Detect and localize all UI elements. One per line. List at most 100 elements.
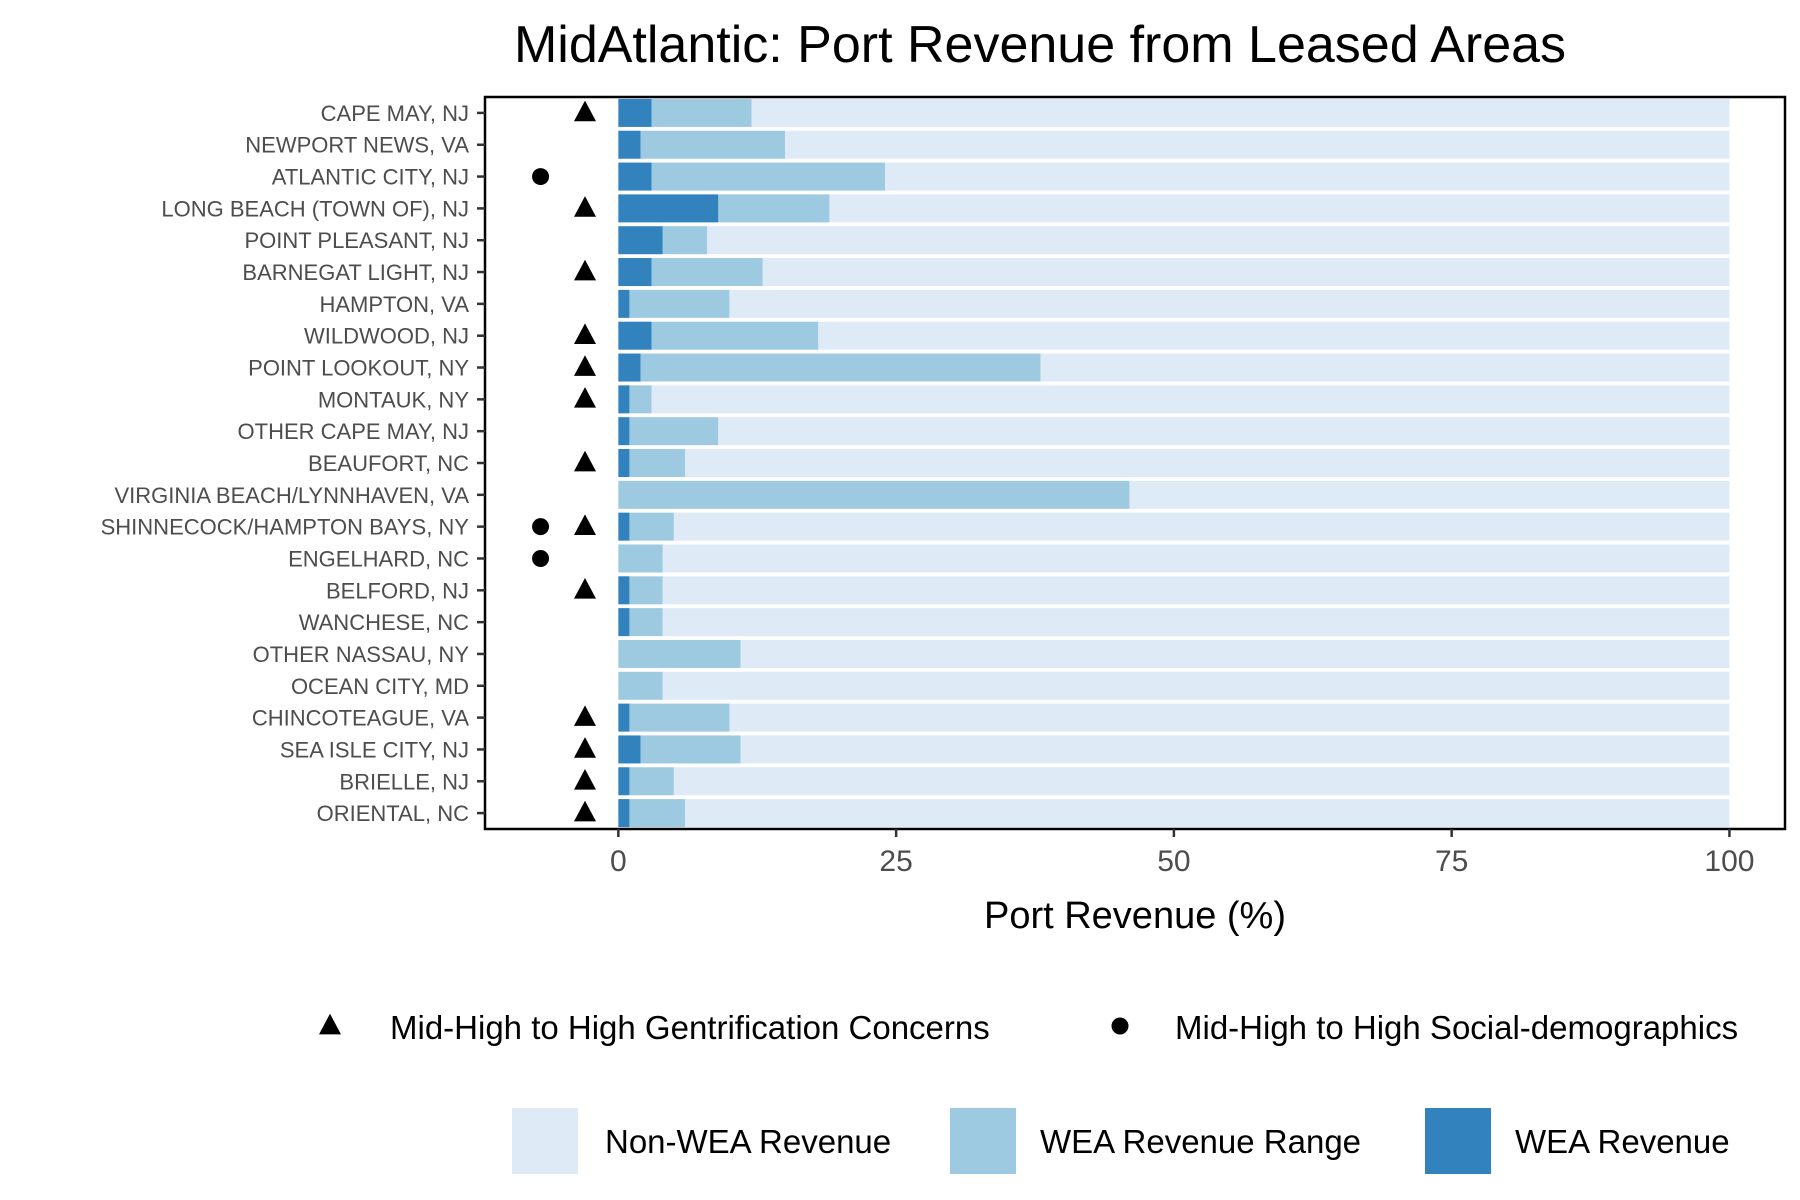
- bar-0-11: [618, 448, 630, 478]
- bar-0-13: [618, 512, 630, 541]
- y-tick-label: BARNEGAT LIGHT, NJ: [242, 260, 469, 285]
- bar-0-1: [618, 130, 641, 159]
- bar-0-6: [618, 289, 630, 318]
- bar-2-8: [1040, 353, 1730, 382]
- bar-1-2: [651, 162, 885, 191]
- y-tick-label: ENGELHARD, NC: [288, 546, 469, 571]
- bar-0-7: [618, 321, 652, 350]
- bar-1-9: [629, 385, 652, 414]
- bar-1-21: [629, 767, 674, 796]
- triangle-marker: [574, 323, 596, 345]
- y-tick-label: CHINCOTEAGUE, VA: [252, 706, 470, 731]
- bar-2-16: [662, 608, 1730, 637]
- bar-0-8: [618, 353, 641, 382]
- triangle-marker: [574, 768, 596, 790]
- triangle-marker: [574, 196, 596, 217]
- legend: Mid-High to High Gentrification Concerns…: [319, 1009, 1738, 1174]
- y-axis: CAPE MAY, NJ NEWPORT NEWS, VA ATLANTIC CIT…: [101, 101, 485, 826]
- x-tick-label: 25: [879, 845, 912, 878]
- bar-0-15: [618, 576, 630, 605]
- bar-2-17: [740, 639, 1730, 668]
- legend-swatch: [1425, 1108, 1491, 1174]
- legend-circle-icon: [1111, 1017, 1129, 1035]
- triangle-marker: [574, 705, 596, 726]
- bar-0-5: [618, 258, 652, 287]
- bar-1-8: [640, 353, 1041, 382]
- bars-layer: [618, 98, 1730, 828]
- bar-2-9: [651, 385, 1730, 414]
- y-tick-label: BEAUFORT, NC: [308, 451, 469, 476]
- y-tick-label: BELFORD, NJ: [326, 578, 469, 603]
- bar-2-15: [662, 576, 1730, 605]
- bar-1-17: [618, 639, 741, 668]
- circle-marker: [532, 168, 550, 186]
- y-tick-label: LONG BEACH (TOWN OF), NJ: [161, 196, 469, 221]
- y-tick-label: POINT PLEASANT, NJ: [244, 228, 469, 253]
- bar-2-19: [729, 703, 1730, 732]
- y-tick-label: SHINNECOCK/HAMPTON BAYS, NY: [101, 515, 470, 540]
- triangle-marker: [574, 450, 596, 472]
- bar-2-21: [673, 767, 1730, 796]
- bar-2-0: [751, 98, 1730, 127]
- bar-1-10: [629, 417, 719, 446]
- y-tick-label: OCEAN CITY, MD: [291, 674, 469, 699]
- bar-1-3: [718, 194, 830, 223]
- bar-2-11: [685, 448, 1730, 478]
- bar-2-2: [885, 162, 1730, 191]
- legend-fill-label: Non-WEA Revenue: [605, 1123, 891, 1160]
- bar-1-16: [629, 608, 663, 637]
- legend-marker-label: Mid-High to High Gentrification Concerns: [390, 1009, 990, 1046]
- circle-marker: [532, 518, 550, 536]
- y-tick-label: HAMPTON, VA: [319, 292, 469, 317]
- y-tick-label: VIRGINIA BEACH/LYNNHAVEN, VA: [114, 483, 469, 508]
- circle-marker: [532, 549, 550, 567]
- bar-1-19: [629, 703, 730, 732]
- bar-0-9: [618, 385, 630, 414]
- markers-layer: [532, 100, 596, 822]
- bar-1-4: [662, 226, 708, 255]
- triangle-marker: [574, 100, 596, 122]
- legend-fill-label: WEA Revenue: [1515, 1123, 1730, 1160]
- bar-0-10: [618, 417, 630, 446]
- bar-2-5: [762, 258, 1730, 287]
- y-tick-label: OTHER NASSAU, NY: [253, 642, 470, 667]
- triangle-marker: [574, 387, 596, 408]
- triangle-marker: [574, 737, 596, 758]
- bar-0-0: [618, 98, 652, 127]
- bar-2-1: [785, 130, 1730, 159]
- y-tick-label: SEA ISLE CITY, NJ: [280, 737, 469, 762]
- y-tick-label: MONTAUK, NY: [318, 387, 469, 412]
- legend-swatch: [950, 1108, 1016, 1174]
- bar-2-6: [729, 289, 1730, 318]
- y-tick-label: CAPE MAY, NJ: [321, 101, 469, 126]
- y-tick-label: BRIELLE, NJ: [339, 769, 469, 794]
- bar-1-18: [618, 671, 663, 700]
- bar-1-12: [618, 480, 1130, 509]
- bar-2-4: [707, 226, 1730, 255]
- x-axis-label: Port Revenue (%): [984, 895, 1286, 937]
- y-tick-label: WANCHESE, NC: [299, 610, 469, 635]
- bar-2-12: [1129, 480, 1730, 509]
- bar-2-18: [662, 671, 1730, 700]
- bar-0-2: [618, 162, 652, 191]
- bar-0-22: [618, 799, 630, 828]
- x-tick-label: 100: [1704, 845, 1754, 878]
- bar-2-10: [718, 417, 1730, 446]
- bar-1-5: [651, 258, 763, 287]
- x-axis: 0 25 50 75 100: [610, 829, 1754, 878]
- triangle-marker: [574, 514, 596, 535]
- triangle-marker: [574, 578, 596, 599]
- bar-0-3: [618, 194, 719, 223]
- bar-0-4: [618, 226, 663, 255]
- x-tick-label: 50: [1157, 845, 1190, 878]
- bar-1-20: [640, 735, 741, 764]
- bar-1-6: [629, 289, 730, 318]
- y-tick-label: ATLANTIC CITY, NJ: [272, 165, 469, 190]
- bar-1-13: [629, 512, 674, 541]
- bar-0-19: [618, 703, 630, 732]
- y-tick-label: POINT LOOKOUT, NY: [248, 356, 469, 381]
- triangle-marker: [574, 259, 596, 281]
- bar-1-0: [651, 98, 752, 127]
- bar-0-20: [618, 735, 641, 764]
